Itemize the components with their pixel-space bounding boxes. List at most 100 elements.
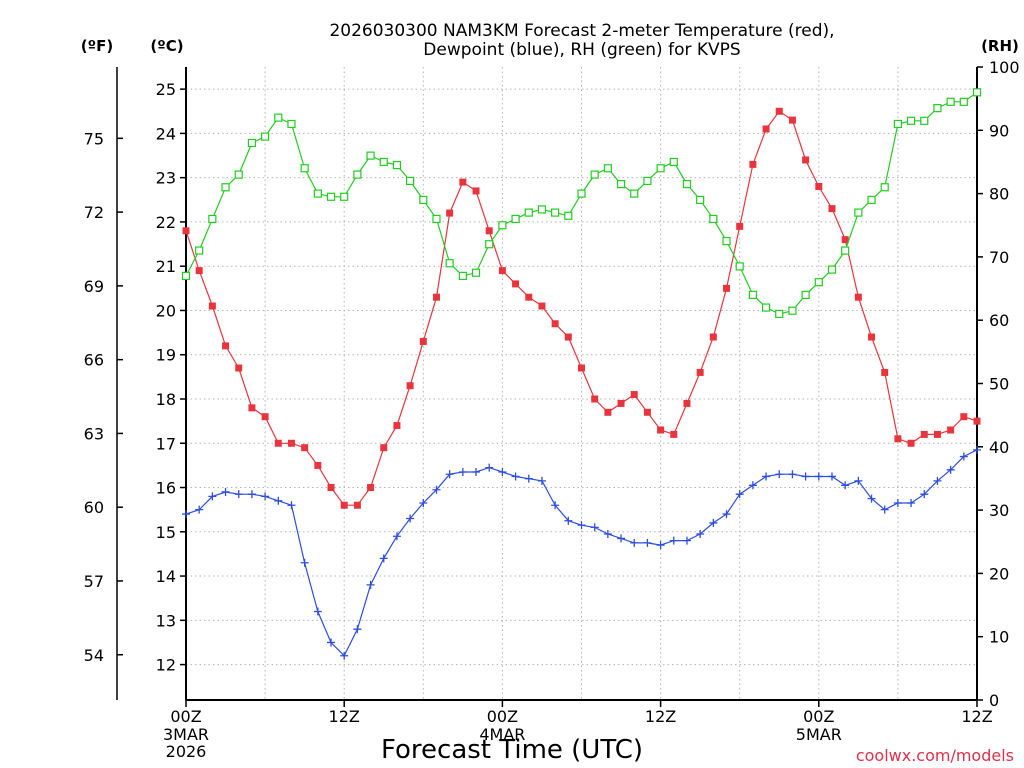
data-point bbox=[274, 113, 283, 122]
data-point bbox=[445, 259, 454, 268]
data-point bbox=[327, 638, 336, 647]
data-point bbox=[788, 116, 796, 124]
celsius-tick-label: 21 bbox=[156, 257, 176, 276]
data-point bbox=[578, 364, 585, 372]
data-point bbox=[551, 208, 560, 217]
data-point bbox=[696, 368, 704, 376]
data-point bbox=[682, 536, 691, 545]
data-point bbox=[946, 465, 955, 474]
data-point bbox=[182, 510, 190, 519]
data-point bbox=[788, 470, 797, 479]
data-point bbox=[234, 490, 243, 499]
fahrenheit-tick-label: 60 bbox=[84, 498, 104, 517]
rh-tick-label: 0 bbox=[989, 691, 999, 710]
data-point bbox=[247, 138, 257, 148]
data-point bbox=[841, 481, 850, 490]
data-point bbox=[247, 490, 256, 499]
data-point bbox=[274, 439, 282, 447]
data-point bbox=[854, 476, 863, 485]
data-point bbox=[880, 505, 889, 514]
data-point bbox=[854, 208, 863, 217]
data-point bbox=[893, 499, 902, 508]
data-point bbox=[432, 214, 441, 224]
data-point bbox=[802, 156, 810, 164]
data-point bbox=[630, 538, 639, 547]
data-point bbox=[353, 170, 362, 179]
x-date-label: 3MAR bbox=[163, 725, 209, 744]
data-point bbox=[366, 151, 375, 160]
data-point bbox=[801, 472, 810, 481]
data-point bbox=[761, 303, 771, 312]
data-point bbox=[564, 211, 573, 220]
data-point bbox=[221, 487, 230, 496]
data-point bbox=[195, 246, 204, 255]
data-point bbox=[947, 426, 955, 434]
data-point bbox=[735, 262, 744, 271]
data-point bbox=[643, 408, 651, 416]
data-point bbox=[749, 160, 757, 168]
rh-tick-label: 60 bbox=[989, 311, 1009, 330]
data-point bbox=[459, 178, 467, 186]
data-point bbox=[525, 293, 533, 301]
data-point bbox=[894, 435, 902, 443]
data-point bbox=[235, 364, 243, 372]
data-point bbox=[208, 214, 217, 224]
series-2-meter-temperature bbox=[182, 107, 981, 509]
data-point bbox=[604, 408, 612, 416]
data-point bbox=[471, 268, 481, 277]
data-point bbox=[564, 516, 573, 525]
celsius-tick-label: 13 bbox=[156, 611, 176, 630]
data-point bbox=[722, 510, 731, 519]
data-point bbox=[868, 333, 876, 341]
data-point bbox=[748, 481, 757, 490]
fahrenheit-unit-label: (ºF) bbox=[81, 37, 113, 55]
data-point bbox=[379, 157, 388, 167]
series-rh bbox=[181, 88, 982, 318]
data-point bbox=[393, 422, 401, 430]
data-point bbox=[709, 333, 717, 341]
data-point bbox=[327, 484, 335, 492]
data-point bbox=[406, 514, 415, 523]
rh-tick-label: 50 bbox=[989, 375, 1009, 394]
data-point bbox=[801, 290, 810, 299]
rh-tick-label: 20 bbox=[989, 564, 1009, 583]
data-point bbox=[814, 278, 823, 287]
data-point bbox=[498, 267, 506, 275]
series-dewpoint bbox=[182, 445, 981, 660]
x-axis-label: Forecast Time (UTC) bbox=[381, 735, 643, 765]
data-point bbox=[867, 494, 876, 503]
data-point bbox=[511, 472, 520, 481]
data-point bbox=[827, 265, 837, 274]
data-point bbox=[511, 214, 520, 224]
data-point bbox=[748, 290, 757, 299]
data-point bbox=[380, 444, 388, 452]
data-point bbox=[195, 505, 204, 514]
data-point bbox=[353, 625, 362, 634]
credit-text: coolwx.com/models bbox=[856, 746, 1014, 765]
fahrenheit-tick-label: 63 bbox=[84, 424, 104, 443]
fahrenheit-tick-label: 57 bbox=[84, 572, 104, 591]
data-point bbox=[669, 157, 678, 167]
data-point bbox=[314, 461, 322, 469]
data-point bbox=[248, 404, 256, 412]
data-point bbox=[234, 170, 243, 179]
data-point bbox=[419, 337, 427, 345]
data-point bbox=[881, 368, 889, 376]
data-point bbox=[353, 501, 361, 509]
data-point bbox=[630, 391, 638, 399]
x-year-label: 2026 bbox=[166, 742, 207, 761]
data-point bbox=[261, 492, 270, 501]
data-point bbox=[485, 227, 493, 235]
rh-tick-label: 80 bbox=[989, 185, 1009, 204]
data-point bbox=[472, 468, 481, 477]
data-point bbox=[933, 476, 942, 485]
rh-tick-label: 70 bbox=[989, 248, 1009, 267]
data-point bbox=[775, 309, 784, 318]
data-point bbox=[893, 119, 903, 129]
data-point bbox=[591, 395, 599, 403]
data-point bbox=[340, 651, 349, 660]
data-point bbox=[907, 499, 916, 508]
data-point bbox=[775, 107, 783, 115]
data-point bbox=[340, 192, 349, 201]
data-point bbox=[723, 284, 731, 292]
